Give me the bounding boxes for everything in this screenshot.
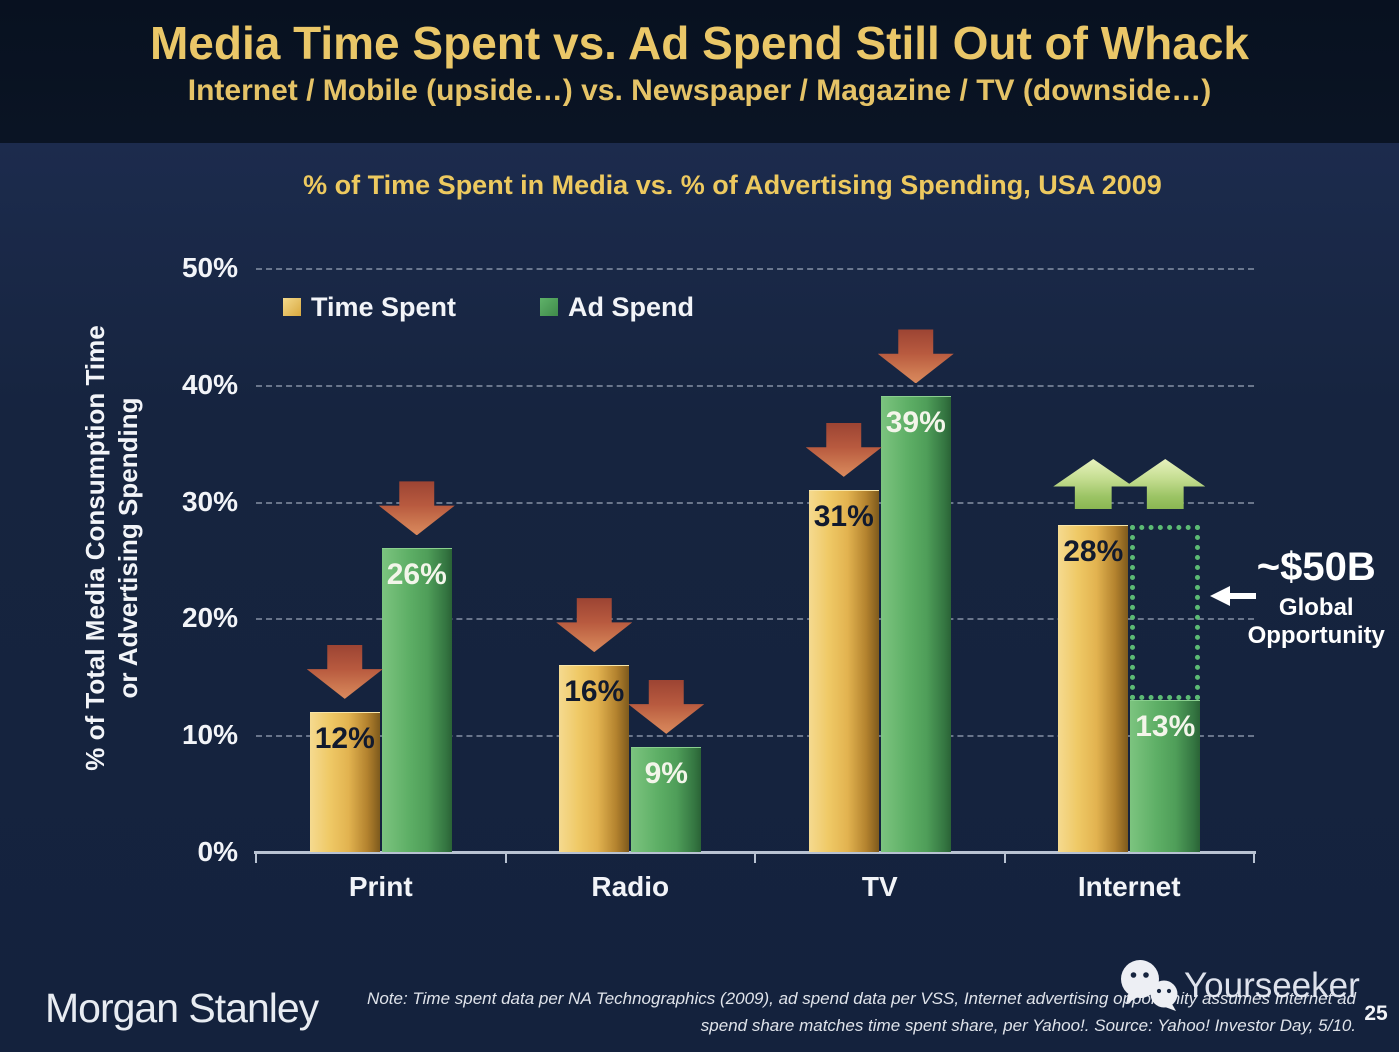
bar-value-time-spent-tv: 31% [813,499,874,533]
ad-spend-swatch-icon [540,298,558,316]
page-number: 25 [1364,1002,1388,1025]
down-arrow-icon-ad_spend-tv [877,329,954,384]
x-axis-tick-2 [754,851,756,863]
gridline-20pct [256,618,1254,621]
gridline-10pct [256,735,1254,738]
annotation-label-line2: Opportunity [1247,622,1385,649]
gridline-40pct [256,384,1254,387]
slide-subtitle: Internet / Mobile (upside…) vs. Newspape… [187,74,1212,107]
bar-ad-spend-tv: 39% [880,396,951,852]
bar-ad-spend-radio: 9% [631,746,702,852]
down-arrow-icon-ad_spend-print [378,481,455,536]
slide-title: Media Time Spent vs. Ad Spend Still Out … [149,17,1250,69]
legend-label-ad-spend: Ad Spend [568,291,694,322]
x-axis-tick-4 [1253,851,1255,863]
time-spent-swatch-icon [283,298,301,316]
bar-time-spent-tv: 31% [808,489,879,852]
bar-time-spent-internet: 28% [1058,524,1129,852]
slide-body [0,143,1399,1052]
down-arrow-icon-time_spent-radio [556,598,633,653]
y-tick-20pct: 20% [181,602,238,634]
footnote: Note: Time spent data per NA Technograph… [318,985,1356,1039]
y-tick-10pct: 10% [181,719,238,751]
bar-ad-spend-internet: 13% [1130,700,1201,852]
y-tick-50pct: 50% [181,252,238,283]
bar-value-ad-spend-print: 26% [386,558,447,592]
annotation-label-line1: Global [1278,594,1354,621]
x-axis-tick-0 [255,851,257,863]
legend-item-ad-spend: Ad Spend [540,291,694,322]
y-tick-30pct: 30% [181,485,238,517]
x-label-tv: TV [861,871,898,902]
y-tick-0pct: 0% [197,836,238,867]
chart-title: % of Time Spent in Media vs. % of Advert… [303,170,1162,200]
x-label-print: Print [348,871,413,902]
y-tick-40pct: 40% [181,368,238,400]
bar-time-spent-print: 12% [309,711,380,852]
morgan-stanley-logo: Morgan Stanley [45,985,319,1031]
x-axis-tick-1 [504,851,507,863]
bar-time-spent-radio: 16% [559,665,630,852]
opportunity-gap-box [1130,524,1201,701]
x-label-internet: Internet [1077,871,1181,902]
bar-value-ad-spend-tv: 39% [885,406,946,440]
down-arrow-icon-time_spent-tv [805,422,882,477]
down-arrow-icon-time_spent-print [306,644,383,699]
x-label-radio: Radio [591,871,670,902]
bar-value-time-spent-internet: 28% [1063,534,1124,568]
down-arrow-icon-ad_spend-radio [628,679,705,734]
gridline-50pct [256,268,1254,270]
watermark: Yourseeker [1116,958,1360,1014]
wechat-icon [1121,960,1178,1011]
watermark-text: Yourseeker [1184,966,1360,1005]
slide-header: Media Time Spent vs. Ad Spend Still Out … [0,0,1399,143]
legend-label-time-spent: Time Spent [311,291,457,322]
footnote-line1: Note: Time spent data per NA Technograph… [367,989,1356,1008]
bar-value-ad-spend-radio: 9% [644,756,688,790]
annotation-value: ~$50B [1256,545,1376,589]
bar-value-ad-spend-internet: 13% [1135,710,1196,744]
gridline-30pct [256,501,1254,504]
bar-value-time-spent-radio: 16% [564,675,625,709]
bar-ad-spend-print: 26% [381,548,452,852]
x-axis-tick-3 [1003,851,1006,863]
footnote-line2: spend share matches time spent share, pe… [700,1016,1356,1035]
bar-value-time-spent-print: 12% [314,721,375,755]
y-axis-title-line1: % of Total Media Consumption Time [80,325,110,771]
legend-item-time-spent: Time Spent [283,291,457,322]
left-arrow-icon [1210,582,1257,610]
